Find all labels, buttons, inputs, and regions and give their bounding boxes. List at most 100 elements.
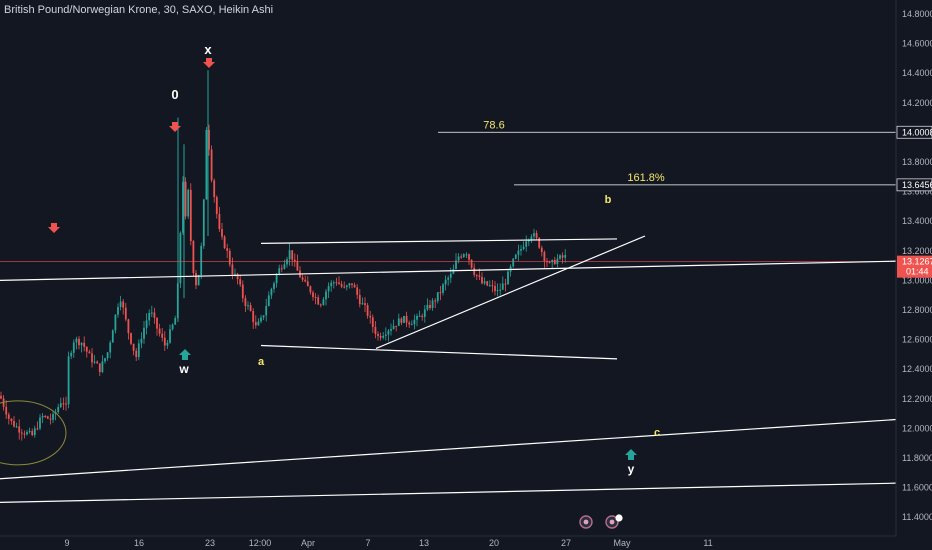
candle-body <box>228 250 231 265</box>
fib-label: 161.8% <box>627 172 665 184</box>
candle-body <box>468 254 470 260</box>
trendline-lower-range[interactable] <box>260 344 618 360</box>
price-tick-label: 12.2000 <box>902 394 932 404</box>
candle-body <box>85 346 88 352</box>
candle-body <box>312 292 314 297</box>
ellipse-drawing[interactable] <box>0 400 67 466</box>
candle-body <box>59 403 62 408</box>
trendline-upper-range[interactable] <box>260 238 618 244</box>
candle-body <box>382 335 385 338</box>
trendline-lower-2[interactable] <box>0 482 897 503</box>
candles <box>0 70 567 441</box>
candle-body <box>236 273 239 280</box>
wave-label-w: w <box>178 362 189 376</box>
wave-label-c: c <box>654 427 660 439</box>
candle-body <box>62 403 65 405</box>
candle-body <box>28 431 31 433</box>
candle-body <box>122 301 125 308</box>
candle-body <box>137 343 140 358</box>
candle-body <box>483 281 486 284</box>
candle-body <box>499 289 502 291</box>
event-count-badge <box>615 514 623 522</box>
candle-body <box>96 361 99 364</box>
candle-body <box>143 327 145 339</box>
trendline-rising-support[interactable] <box>375 235 646 350</box>
price-level-label: 13.6456 <box>902 180 932 190</box>
candle-body <box>257 321 260 326</box>
candle-body <box>455 260 457 269</box>
candle-body <box>364 303 366 306</box>
candle-body <box>202 199 205 246</box>
candle-body <box>533 233 535 237</box>
candle-body <box>189 189 192 242</box>
candle-body <box>403 315 405 323</box>
candle-body <box>195 272 197 286</box>
candle-body <box>395 325 398 327</box>
candle-body <box>114 314 117 331</box>
candle-body <box>514 254 517 259</box>
candle-body <box>465 254 468 256</box>
candle-body <box>504 283 507 285</box>
candle-body <box>423 309 426 317</box>
candle-body <box>179 232 182 284</box>
buy-arrow-icon <box>179 349 191 360</box>
candle-body <box>247 305 249 307</box>
time-tick-label: 13 <box>419 538 429 548</box>
candle-body <box>241 284 244 299</box>
candle-body <box>273 283 275 289</box>
candle-body <box>551 259 554 263</box>
wave-label-a: a <box>258 356 265 368</box>
candle-body <box>452 268 455 274</box>
candle-body <box>161 333 164 338</box>
wave-label-b: b <box>605 194 612 206</box>
candle-body <box>392 325 395 329</box>
candle-body <box>184 181 187 217</box>
candle-body <box>293 259 296 262</box>
candle-body <box>322 299 325 305</box>
price-level-badge <box>896 125 932 139</box>
candle-body <box>379 335 382 338</box>
candle-body <box>213 180 216 198</box>
candle-body <box>457 256 460 261</box>
candle-body <box>18 426 21 433</box>
candle-body <box>325 291 327 300</box>
wave-labels: 0 x w a b c y <box>48 42 660 476</box>
candle-body <box>525 241 528 247</box>
time-tick-label: Apr <box>301 538 315 548</box>
candle-body <box>408 322 411 325</box>
candle-body <box>93 361 96 363</box>
candle-body <box>223 236 226 249</box>
candle-body <box>436 292 439 302</box>
price-tick-label: 13.4000 <box>902 216 932 226</box>
candle-body <box>205 130 208 200</box>
candle-body <box>418 315 421 317</box>
candle-body <box>444 279 447 285</box>
candle-body <box>130 333 132 344</box>
candle-body <box>262 315 265 318</box>
candle-body <box>501 283 504 290</box>
candle-body <box>52 414 54 420</box>
candle-body <box>345 285 348 288</box>
time-tick-label: 23 <box>205 538 215 548</box>
candle-body <box>265 306 268 316</box>
candle-body <box>327 286 330 292</box>
time-axis: 9 16 23 12:00 Apr 7 13 20 27 May 11 <box>0 535 896 548</box>
candle-body <box>88 351 91 354</box>
candle-body <box>306 281 309 287</box>
candle-body <box>400 318 403 323</box>
candle-body <box>239 279 242 285</box>
trendline-lower-1[interactable] <box>0 418 897 480</box>
candle-body <box>462 254 465 257</box>
candle-body <box>520 249 522 251</box>
candle-body <box>405 315 408 323</box>
candle-body <box>447 277 450 280</box>
candle-body <box>413 319 416 325</box>
candle-body <box>36 428 39 430</box>
candle-body <box>319 304 322 306</box>
price-tick-label: 12.8000 <box>902 305 932 315</box>
trendline-long-mid[interactable] <box>0 260 897 281</box>
price-tick-label: 13.8000 <box>902 157 932 167</box>
candle-body <box>421 315 424 317</box>
candle-body <box>254 322 257 326</box>
